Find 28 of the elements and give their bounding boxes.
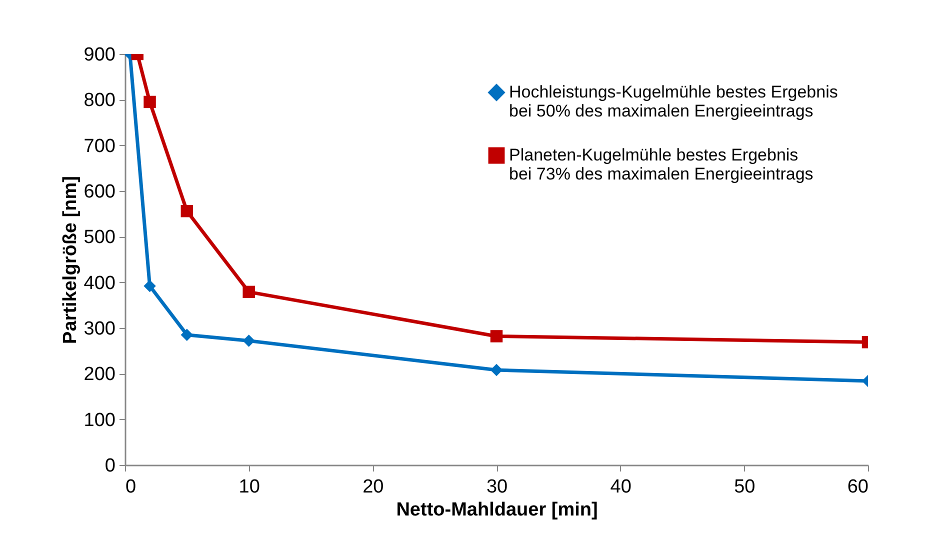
point <box>180 328 194 341</box>
legend-label: Planeten-Kugelmühle bestes Ergebnis bei 73% des maximalen Energieeintrags <box>509 146 814 184</box>
x-tick-label: 20 <box>362 476 384 498</box>
x-tick-label: 50 <box>734 476 756 498</box>
point <box>242 286 255 298</box>
x-tick-label: 10 <box>238 476 260 498</box>
y-tick-label: 800 <box>84 90 116 112</box>
y-axis-title: Partikelgröße [nm] <box>60 176 81 344</box>
x-tick-label: 30 <box>486 476 508 498</box>
y-tick-label: 100 <box>84 410 116 431</box>
y-tick-label: 500 <box>84 227 116 248</box>
y-tick-label: 900 <box>84 44 116 66</box>
x-axis-title: Netto-Mahldauer [min] <box>396 500 598 520</box>
x-tick-label: 60 <box>847 476 868 498</box>
point <box>490 330 503 342</box>
y-tick-label: 300 <box>84 318 116 340</box>
y-tick-label: 700 <box>84 136 116 157</box>
y-tick-label: 200 <box>84 364 116 386</box>
x-tick-label: 40 <box>610 476 632 498</box>
y-tick-label: 600 <box>84 182 116 202</box>
y-tick-label: 0 <box>104 456 116 476</box>
y-tick-label: 400 <box>84 272 116 294</box>
x-tick-label: 0 <box>126 476 136 498</box>
point <box>490 364 503 376</box>
point <box>144 280 156 292</box>
point <box>180 204 194 218</box>
legend-label: Hochleistungs-Kugelmühle bestes Ergebnis bei 50% des maximalen Energieeintrags <box>509 82 838 120</box>
point <box>242 334 255 347</box>
